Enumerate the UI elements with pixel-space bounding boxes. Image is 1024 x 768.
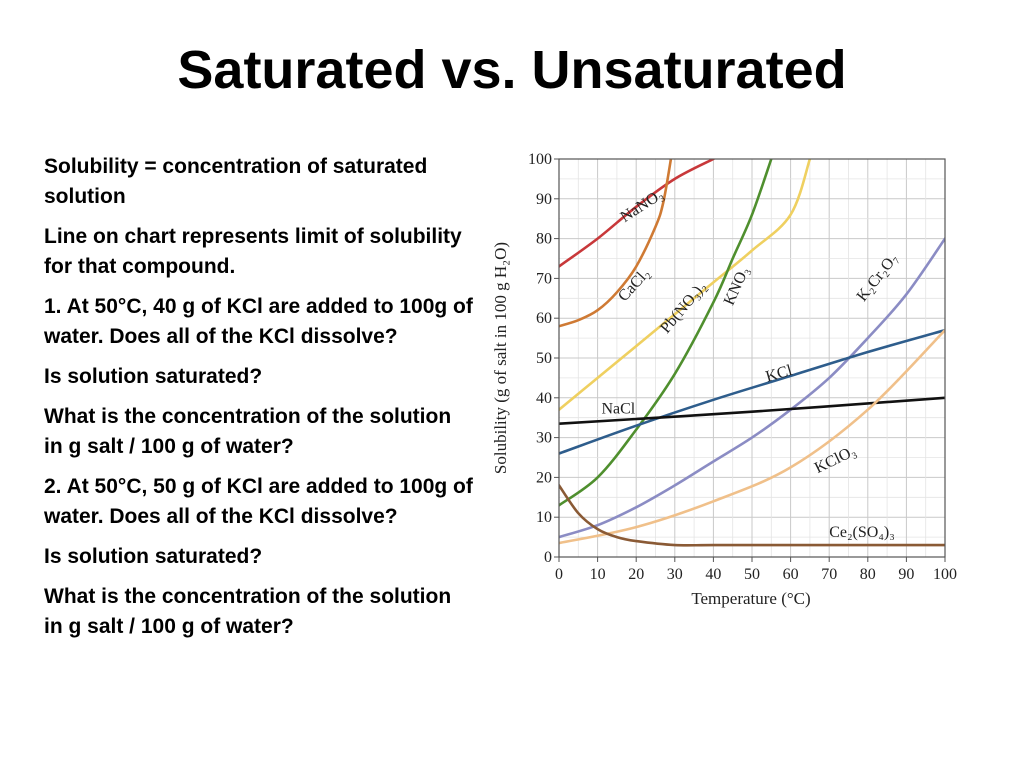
paragraph-question-1-concentration: What is the concentration of the solutio… (44, 405, 452, 458)
x-tick-label: 10 (590, 566, 606, 583)
y-tick-label: 30 (536, 430, 552, 447)
slide-title: Saturated vs. Unsaturated (177, 40, 847, 100)
series-line-kclo3 (559, 328, 945, 545)
series-line-nano3 (559, 159, 715, 268)
paragraph-question-2-saturated: Is solution saturated? (44, 545, 263, 568)
chart-grid (558, 158, 946, 558)
series-line-kcl (559, 328, 945, 455)
x-axis-title: Temperature (°C) (691, 589, 810, 608)
y-tick-label: 70 (536, 270, 552, 287)
chart-series (559, 159, 945, 547)
paragraph-line-meaning: Line on chart represents limit of solubi… (44, 225, 462, 278)
paragraph-question-1: 1. At 50°C, 40 g of KCl are added to 100… (44, 295, 473, 348)
y-tick-label: 10 (536, 509, 552, 526)
x-tick-label: 100 (933, 566, 957, 583)
y-tick-label: 80 (536, 231, 552, 248)
paragraph-question-2-concentration: What is the concentration of the solutio… (44, 585, 452, 638)
series-line-kno3 (559, 159, 773, 507)
question-text: Solubility = concentration of saturated … (44, 152, 474, 652)
series-line-k2cr2o7 (559, 237, 945, 539)
chart-ticks: 0 10 20 30 40 50 60 70 80 90 100 0 10 20 30 40 50 60 70 80 9… (528, 151, 957, 583)
x-tick-label: 60 (783, 566, 799, 583)
series-line-cacl2 (559, 159, 673, 328)
y-tick-label: 20 (536, 469, 552, 486)
y-tick-label: 100 (528, 151, 552, 168)
y-tick-label: 40 (536, 390, 552, 407)
x-tick-label: 30 (667, 566, 683, 583)
series-label-kcl: KCl (764, 362, 795, 386)
paragraph-question-2: 2. At 50°C, 50 g of KCl are added to 100… (44, 475, 473, 528)
paragraph-solubility-definition: Solubility = concentration of saturated … (44, 155, 428, 208)
series-label-nacl: NaCl (601, 401, 635, 418)
x-tick-label: 0 (555, 566, 563, 583)
series-lines (559, 159, 945, 547)
x-tick-label: 80 (860, 566, 876, 583)
x-tick-label: 50 (744, 566, 760, 583)
series-label-ce2-so4-3: Ce₂(SO₄)₃ (829, 524, 895, 541)
x-tick-label: 70 (821, 566, 837, 583)
y-tick-label: 0 (544, 549, 552, 566)
y-tick-label: 90 (536, 191, 552, 208)
y-tick-label: 50 (536, 350, 552, 367)
x-tick-label: 90 (898, 566, 914, 583)
x-tick-label: 40 (705, 566, 721, 583)
series-line-pb-no3-2 (559, 159, 812, 411)
series-line-ce2-so4-3 (559, 484, 945, 547)
y-tick-label: 60 (536, 310, 552, 327)
solubility-chart: 0 10 20 30 40 50 60 70 80 90 100 0 10 20 30 40 50 60 70 80 9… (491, 151, 957, 608)
x-tick-label: 20 (628, 566, 644, 583)
y-axis-title: Solubility (g of salt in 100 g H₂O) (491, 242, 510, 474)
series-line-nacl (559, 396, 945, 425)
paragraph-question-1-saturated: Is solution saturated? (44, 365, 263, 388)
